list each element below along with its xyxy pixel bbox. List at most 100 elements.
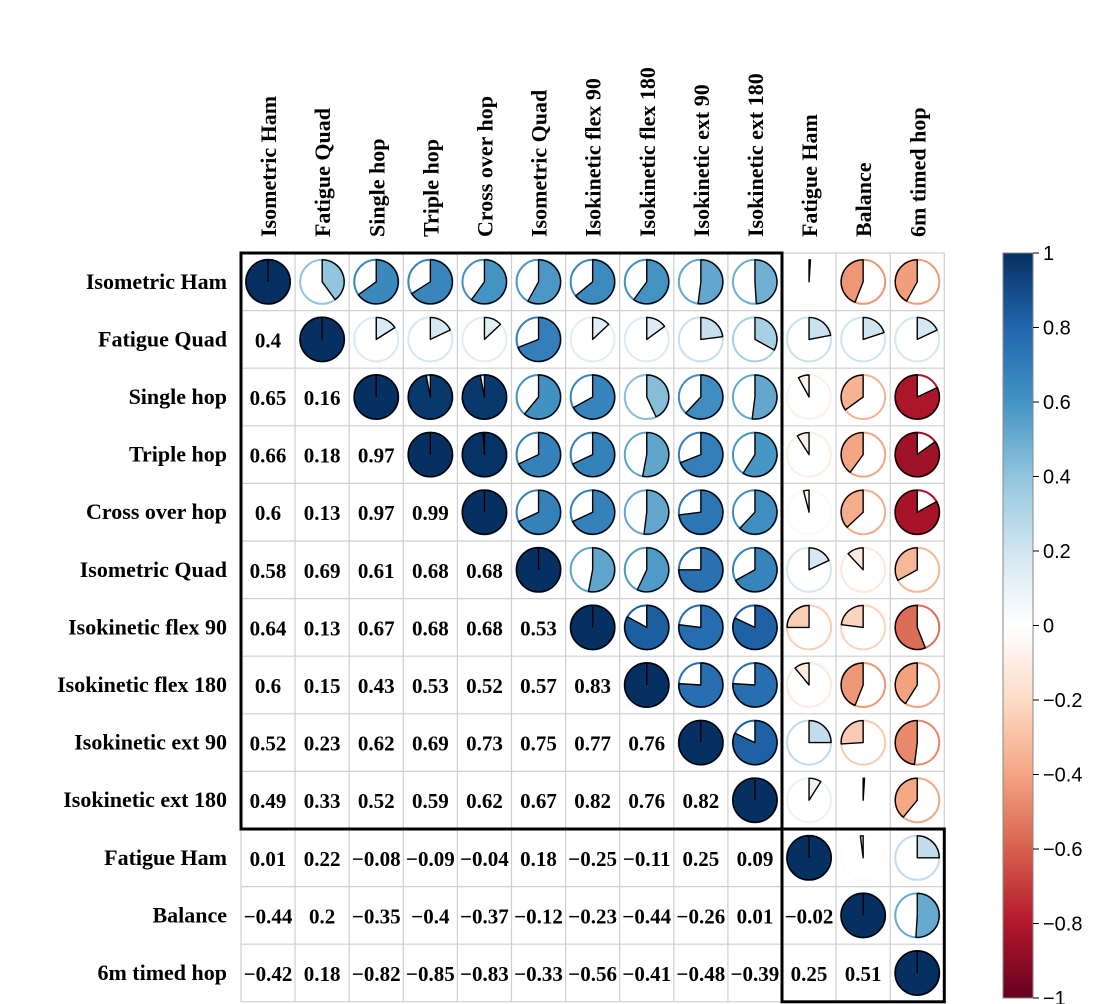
pie-slice xyxy=(754,316,778,351)
pie-cell xyxy=(677,258,724,305)
correlation-value-label: 0.82 xyxy=(682,789,719,813)
pie-cell xyxy=(461,258,508,305)
correlation-value-label: 0.97 xyxy=(358,501,395,525)
pie-cell xyxy=(407,316,454,363)
correlation-value-label: 0.18 xyxy=(520,847,557,871)
pie-cell xyxy=(623,431,670,478)
pie-cell xyxy=(731,258,778,305)
pie-slice xyxy=(321,259,345,301)
pie-slice xyxy=(894,719,918,766)
pie-slice xyxy=(734,547,778,593)
pie-cell xyxy=(731,489,778,536)
colorbar-tick-label: −1 xyxy=(1043,988,1066,1004)
pie-cell xyxy=(840,604,887,651)
pie-slice xyxy=(636,547,670,593)
pie-cell xyxy=(677,316,724,363)
correlation-value-label: −0.82 xyxy=(352,962,401,986)
correlation-value-label: 0.64 xyxy=(250,616,287,640)
correlation-value-label: −0.02 xyxy=(785,904,834,928)
pie-slice xyxy=(840,431,864,474)
pie-cell xyxy=(353,258,400,305)
pie-cell xyxy=(461,374,508,420)
pie-cell xyxy=(677,662,724,708)
pie-slice xyxy=(862,777,866,801)
pie-slice xyxy=(894,489,940,535)
pie-slice xyxy=(894,259,918,302)
correlation-value-label: −0.48 xyxy=(676,962,725,986)
correlation-value-label: 0.49 xyxy=(250,789,287,813)
pie-cell xyxy=(894,834,941,881)
cluster-box xyxy=(780,827,946,1004)
colorbar-tick-label: −0.4 xyxy=(1043,765,1082,787)
pie-cell xyxy=(731,316,778,363)
pie-slice xyxy=(808,259,812,283)
column-label: Isometric Ham xyxy=(256,96,281,237)
pie-cell xyxy=(407,431,454,478)
pie-slice xyxy=(894,547,918,582)
pie-slice xyxy=(840,374,864,411)
column-label: Isometric Quad xyxy=(527,90,552,237)
correlation-value-label: 0.23 xyxy=(304,732,341,756)
correlation-value-label: −0.11 xyxy=(623,847,671,871)
pie-slice xyxy=(357,259,399,305)
pie-slice xyxy=(641,431,670,478)
row-label: Isokinetic flex 90 xyxy=(68,614,227,639)
pie-cell xyxy=(569,604,616,651)
correlation-value-label: −0.42 xyxy=(244,962,293,986)
correlation-value-label: 0.51 xyxy=(845,962,882,986)
correlation-value-label: −0.44 xyxy=(622,904,671,928)
correlation-value-label: 0.76 xyxy=(628,789,665,813)
row-label: Balance xyxy=(152,902,227,927)
column-labels: Isometric Ham Fatigue Quad Single hop Tripl… xyxy=(256,67,930,237)
pie-slice xyxy=(915,892,940,939)
pie-slice xyxy=(646,374,670,418)
pie-cell xyxy=(894,719,941,766)
pie-slice xyxy=(407,374,454,420)
pie-cell xyxy=(786,258,833,305)
pie-cell xyxy=(786,316,833,363)
pie-cell xyxy=(894,258,941,305)
pie-slice xyxy=(894,662,918,705)
pie-slice xyxy=(859,835,864,859)
correlation-value-label: 0.53 xyxy=(412,674,449,698)
pie-slice xyxy=(840,662,864,707)
row-label: Single hop xyxy=(129,384,227,409)
pie-cell xyxy=(786,719,833,766)
correlation-value-label: −0.33 xyxy=(514,962,563,986)
pie-slice xyxy=(517,316,562,363)
row-label: Isometric Ham xyxy=(86,269,227,294)
pie-slice xyxy=(797,374,810,398)
pie-slice xyxy=(808,316,832,341)
correlation-value-label: −0.12 xyxy=(514,904,563,928)
correlation-value-label: 0.97 xyxy=(358,444,395,468)
correlation-value-label: 0.77 xyxy=(574,732,611,756)
correlation-value-label: 0.75 xyxy=(520,732,557,756)
pie-slice xyxy=(742,431,778,478)
pie-cell xyxy=(840,431,887,478)
pie-slice xyxy=(796,431,810,456)
pie-cell xyxy=(894,777,941,824)
pie-slice xyxy=(894,777,918,818)
colorbar-tick-label: 0.8 xyxy=(1043,318,1071,340)
correlation-value-label: 0.15 xyxy=(304,674,341,698)
correlation-value-label: 0.66 xyxy=(250,444,287,468)
correlation-value-label: 0.68 xyxy=(466,559,503,583)
pie-slice xyxy=(894,431,940,478)
pie-cell xyxy=(623,662,670,708)
correlation-value-label: 0.68 xyxy=(412,559,449,583)
matrix-grid xyxy=(240,252,945,1003)
pie-slice xyxy=(916,316,938,341)
colorbar-tick-label: 0.4 xyxy=(1043,467,1071,489)
correlation-value-label: 0.6 xyxy=(255,501,281,525)
correlation-value-label: 0.73 xyxy=(466,732,503,756)
correlation-value-label: −0.23 xyxy=(568,904,617,928)
row-label: Isokinetic flex 180 xyxy=(57,672,227,697)
pie-cell xyxy=(840,316,887,363)
pie-slice xyxy=(808,719,832,744)
pie-slice xyxy=(808,547,830,571)
pie-slice xyxy=(591,316,610,341)
correlation-value-label: −0.25 xyxy=(568,847,617,871)
pie-cell xyxy=(299,258,346,305)
column-label: Fatigue Quad xyxy=(310,108,335,237)
correlation-value-label: −0.83 xyxy=(460,962,509,986)
